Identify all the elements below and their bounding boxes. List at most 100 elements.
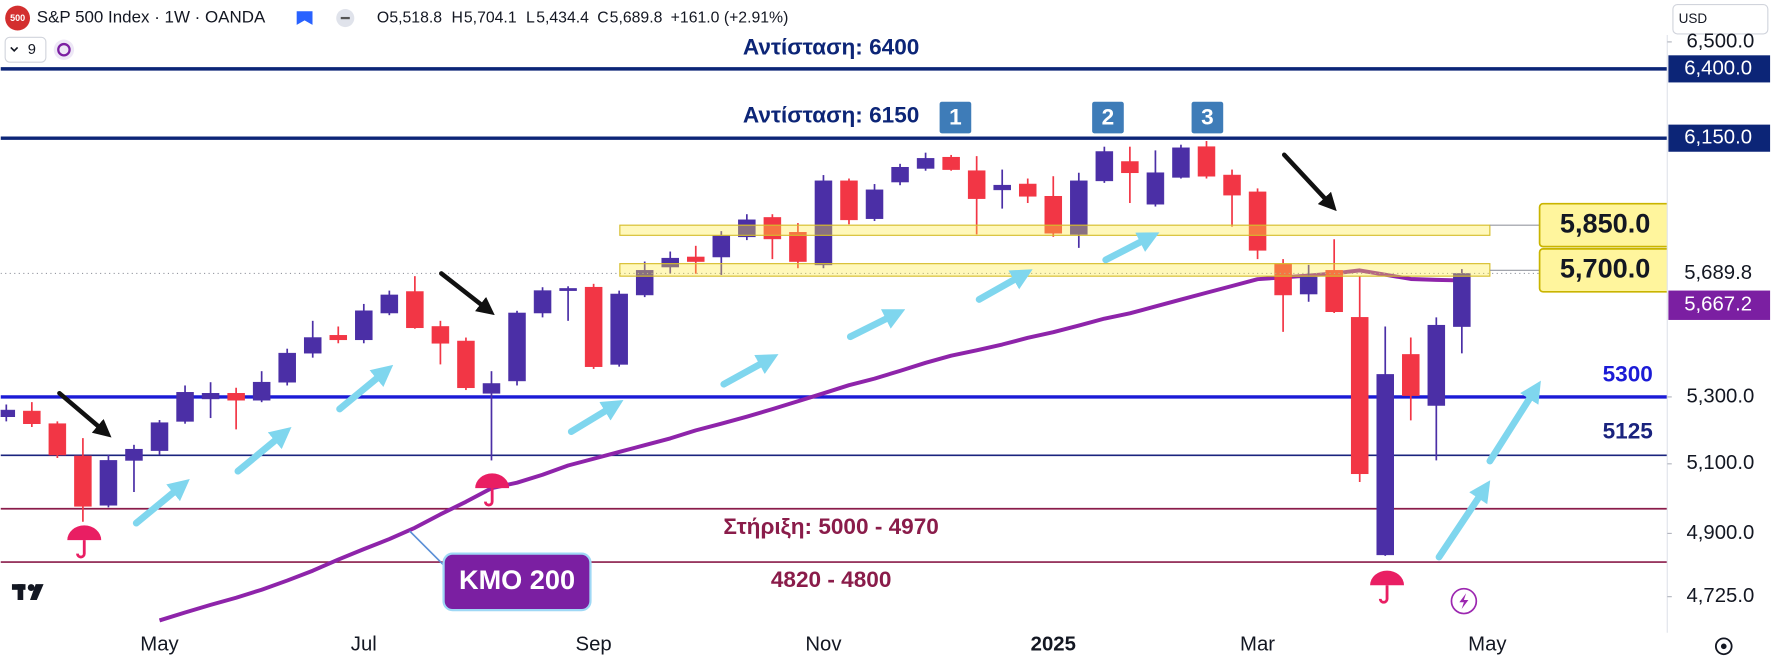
candle-body xyxy=(227,393,245,401)
logo-text: 500 xyxy=(10,13,25,23)
currency-button[interactable] xyxy=(1672,3,1769,35)
umbrella-icons xyxy=(67,473,1405,604)
candle-body xyxy=(661,257,679,268)
candle-body xyxy=(99,460,118,506)
candle-body xyxy=(176,392,194,422)
candle-body xyxy=(125,448,143,461)
ohlc-key: H xyxy=(451,9,462,26)
marker-box xyxy=(1191,101,1224,134)
candle-body xyxy=(380,294,399,314)
candle-body xyxy=(74,455,92,507)
ohlc-value: 5,434.4 xyxy=(536,9,589,26)
candle-body xyxy=(1121,161,1139,174)
candle-body xyxy=(1070,180,1088,235)
ohlc-key: C xyxy=(597,9,608,26)
candle-body xyxy=(712,235,731,258)
candle-body xyxy=(738,219,756,238)
y-tick-label: 5,100.0 xyxy=(1686,452,1754,474)
zone-band xyxy=(619,224,1491,236)
candle-body xyxy=(1223,174,1241,196)
candle-body xyxy=(457,340,475,389)
candle-body xyxy=(1095,151,1114,182)
settings-button[interactable] xyxy=(1714,637,1733,656)
y-tick-label: 6,500.0 xyxy=(1686,30,1754,52)
candle-body xyxy=(201,393,220,400)
x-tick-label: May xyxy=(140,634,179,656)
tradingview-logo xyxy=(11,584,44,600)
zone-label: 5,850.0 xyxy=(1560,207,1650,238)
candle-body xyxy=(150,422,169,451)
candle-body xyxy=(1299,276,1318,295)
level-label: 5125 xyxy=(1603,419,1653,444)
ohlc-value: 5,689.8 xyxy=(610,9,663,26)
plot-area xyxy=(0,67,1668,623)
x-tick-label: Sep xyxy=(576,634,612,656)
candle-body xyxy=(1376,374,1395,556)
ohlc-key: L xyxy=(526,9,535,26)
candle-body xyxy=(559,288,577,291)
candle-body xyxy=(278,352,296,383)
level-label: Στήριξη: 5000 - 4970 xyxy=(723,514,938,539)
chevron-icon xyxy=(10,46,19,52)
price-label-box xyxy=(1668,258,1771,289)
flag-icon[interactable] xyxy=(296,11,313,25)
legend-box xyxy=(442,552,592,612)
x-tick-label: Mar xyxy=(1240,634,1275,656)
candle-body xyxy=(916,158,935,169)
candle-body xyxy=(23,410,41,424)
currency-label: USD xyxy=(1679,11,1708,26)
replay-button[interactable] xyxy=(53,39,75,60)
candle-body xyxy=(1197,146,1216,177)
x-tick-label: May xyxy=(1468,634,1507,656)
indicators-toggle[interactable] xyxy=(4,36,47,63)
candle-body xyxy=(687,256,705,262)
candle-body xyxy=(1018,183,1037,197)
candle-body xyxy=(840,180,858,221)
ohlc-value: 5,518.8 xyxy=(389,9,442,26)
candle-body xyxy=(1350,317,1369,475)
y-tick-label: 4,900.0 xyxy=(1686,522,1754,544)
candle-body xyxy=(1402,354,1420,396)
candle-body xyxy=(865,189,884,219)
legend-label: KMO 200 xyxy=(459,564,575,595)
candle-body xyxy=(482,383,501,394)
marker-label: 3 xyxy=(1201,105,1214,130)
candle-body xyxy=(329,335,348,341)
candle-body xyxy=(406,291,424,329)
candle-body xyxy=(763,217,782,240)
level-price-box xyxy=(1668,55,1771,83)
y-tick-label: 4,725.0 xyxy=(1686,585,1754,607)
symbol-logo xyxy=(5,5,31,31)
candle-body xyxy=(303,337,322,354)
zone-band xyxy=(619,263,1491,277)
candle-body xyxy=(1453,273,1471,327)
price-change: +161.0 (+2.91%) xyxy=(671,9,789,26)
level-label: Αντίσταση: 6400 xyxy=(743,35,919,60)
symbol-title[interactable]: S&P 500 Index · 1W · OANDA xyxy=(37,8,266,27)
level-label: 5300 xyxy=(1603,361,1653,386)
settings-icon xyxy=(1720,643,1727,650)
marker-label: 2 xyxy=(1102,105,1115,130)
candle-body xyxy=(48,423,67,456)
candle-body xyxy=(891,166,909,183)
candle-body xyxy=(355,310,373,341)
x-tick-label: Nov xyxy=(805,634,842,656)
legend-pointer xyxy=(409,530,445,566)
candle-body xyxy=(1146,172,1165,205)
moving-average-line xyxy=(158,268,1462,623)
candle-body xyxy=(252,381,271,401)
level-label: 4820 - 4800 xyxy=(771,567,892,592)
candle-body xyxy=(508,312,526,382)
x-tick-label: 2025 xyxy=(1031,634,1076,656)
lightning-button[interactable] xyxy=(1450,587,1478,615)
zone-label: 5,700.0 xyxy=(1560,253,1650,284)
candle-body xyxy=(789,232,807,262)
candle-body xyxy=(1248,191,1267,251)
header-bar xyxy=(0,0,1668,36)
replay-icon xyxy=(57,42,71,57)
candle-body xyxy=(1172,147,1190,178)
y-tick-label: 5,300.0 xyxy=(1686,385,1754,407)
